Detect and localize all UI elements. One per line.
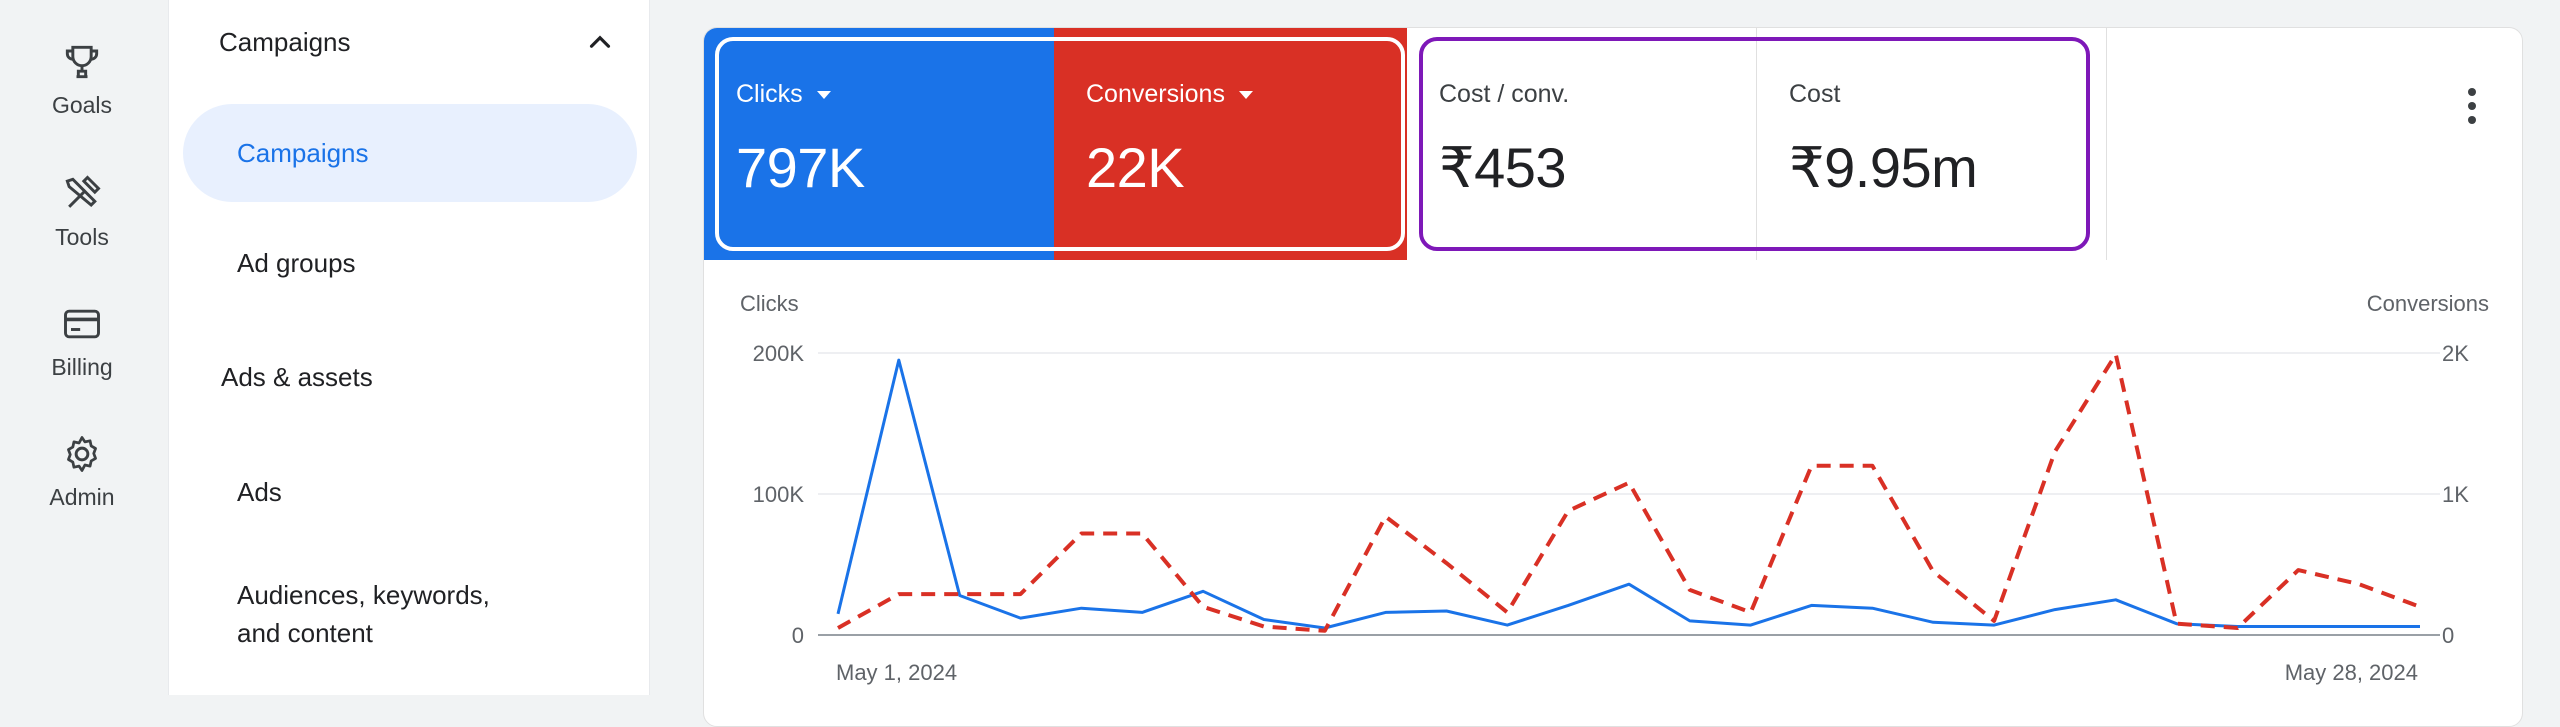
left-tick-label: 200K <box>753 341 805 366</box>
scorecard-conversions[interactable]: Conversions 22K <box>1054 28 1407 260</box>
right-tick-label: 1K <box>2442 482 2469 507</box>
section-title: Campaigns <box>219 26 351 57</box>
left-axis-title: Clicks <box>740 291 799 316</box>
nav-item-ads-assets[interactable]: Ads & assets <box>221 362 373 393</box>
gear-icon <box>67 436 97 472</box>
left-tick-label: 100K <box>753 482 805 507</box>
rail-label: Billing <box>51 354 113 380</box>
scorecard-title: Cost / conv. <box>1439 80 1570 108</box>
trophy-icon <box>65 45 99 79</box>
scorecard-value: ₹9.95m <box>1789 136 1978 199</box>
scorecard-title: Cost <box>1789 80 1841 108</box>
right-tick-label: 2K <box>2442 341 2469 366</box>
rail-item-goals[interactable]: Goals <box>0 40 164 119</box>
rail-item-admin[interactable]: Admin <box>0 432 164 511</box>
rail-item-tools[interactable]: Tools <box>0 172 164 251</box>
nav-item-audiences[interactable]: Audiences, keywords, and content <box>237 576 490 652</box>
tools-icon <box>65 175 101 208</box>
nav-item-campaigns[interactable]: Campaigns <box>183 104 637 202</box>
credit-card-icon <box>64 309 100 339</box>
right-tick-label: 0 <box>2442 623 2454 648</box>
scorecard-title: Clicks <box>736 80 803 108</box>
chevron-up-icon <box>589 35 611 48</box>
chart-grid <box>818 352 2440 636</box>
scorecard-cost-per-conv[interactable]: Cost / conv. ₹453 <box>1407 28 1757 260</box>
campaigns-section-toggle[interactable]: Campaigns <box>219 22 639 62</box>
nav-label: and content <box>237 618 373 648</box>
scorecard-value: ₹453 <box>1439 136 1567 199</box>
more-options-icon[interactable] <box>2452 76 2492 136</box>
rail-item-billing[interactable]: Billing <box>0 302 164 381</box>
chart-series <box>836 352 2421 633</box>
dropdown-arrow-icon[interactable] <box>816 90 831 99</box>
nav-label: Ad groups <box>237 248 356 278</box>
nav-item-ads[interactable]: Ads <box>237 477 282 508</box>
right-axis-ticks: 2K 1K 0 <box>2442 341 2469 648</box>
left-axis-ticks: 200K 100K 0 <box>753 341 805 648</box>
performance-chart: Clicks Conversions 200K 100K 0 2K 1K 0 May 1… <box>740 291 2489 685</box>
nav-label: Ads <box>237 477 282 507</box>
scorecard-value: 22K <box>1086 136 1185 199</box>
scorecard-cost[interactable]: Cost ₹9.95m <box>1757 28 2107 260</box>
nav-label: Campaigns <box>237 137 369 168</box>
nav-item-ad-groups[interactable]: Ad groups <box>237 248 356 279</box>
performance-card: Clicks 797K Conversions 22K Cost / conv.… <box>703 27 2523 727</box>
x-axis-start-label: May 1, 2024 <box>836 660 957 685</box>
nav-label: Ads & assets <box>221 362 373 392</box>
left-rail: Goals Tools Billing Admin <box>0 0 168 695</box>
series-line-conversions <box>837 352 2421 633</box>
dropdown-arrow-icon[interactable] <box>1238 90 1253 99</box>
x-axis-end-label: May 28, 2024 <box>2285 660 2418 685</box>
left-tick-label: 0 <box>792 623 804 648</box>
right-axis-title: Conversions <box>2367 291 2489 316</box>
series-line-clicks <box>836 358 2420 630</box>
nav-label: Audiences, keywords, <box>237 580 490 610</box>
scorecard-value: 797K <box>736 136 865 199</box>
campaigns-subnav: Campaigns Campaigns Ad groups Ads & asse… <box>168 0 650 695</box>
rail-label: Goals <box>51 92 113 118</box>
rail-label: Tools <box>55 224 109 250</box>
scorecard-title: Conversions <box>1086 80 1225 108</box>
scorecard-clicks[interactable]: Clicks 797K <box>704 28 1054 260</box>
rail-label: Admin <box>49 484 115 510</box>
